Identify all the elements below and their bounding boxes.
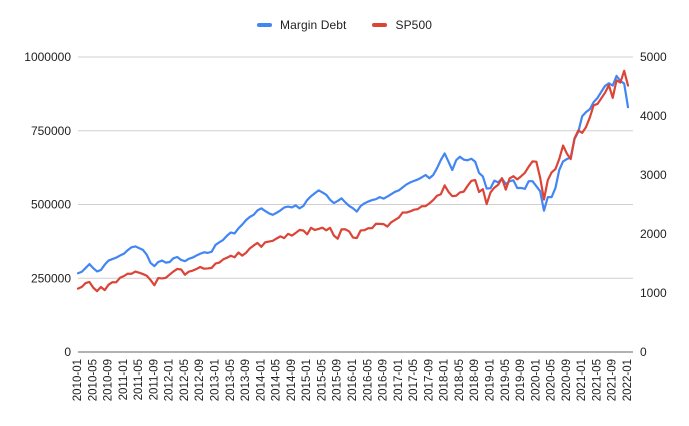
y-axis-label-right: 2000	[640, 227, 667, 241]
x-axis-label: 2010-01	[72, 359, 84, 401]
x-axis-label: 2012-01	[164, 359, 176, 401]
y-axis-label-right: 4000	[640, 109, 667, 123]
x-axis-label: 2016-01	[347, 359, 359, 401]
legend-item-margin-debt: Margin Debt	[257, 18, 346, 32]
legend-label-sp500: SP500	[395, 18, 432, 32]
x-axis-label: 2012-05	[179, 359, 191, 401]
y-axis-right-labels: 0 1000 2000 3000 4000 5000	[640, 50, 667, 359]
series-line-margin-debt	[76, 74, 630, 275]
x-axis-label: 2014-09	[286, 359, 298, 401]
x-axis-label: 2015-09	[332, 359, 344, 401]
legend-swatch-sp500	[372, 22, 388, 28]
x-axis-label: 2021-05	[591, 359, 603, 401]
x-axis-labels: 2010-01 2010-05 2010-09 2011-01 2011-05 2011-…	[72, 359, 634, 401]
y-axis-label-left: 500000	[31, 198, 71, 212]
x-axis-label: 2014-05	[271, 359, 283, 401]
chart-legend: Margin Debt SP500	[0, 16, 689, 34]
legend-swatch-margin-debt	[257, 22, 272, 28]
x-axis-label: 2017-09	[423, 359, 435, 401]
x-axis-label: 2020-05	[546, 359, 558, 401]
y-axis-label-right: 1000	[640, 286, 667, 300]
y-axis-left-labels: 0 250000 500000 750000 1000000	[24, 50, 71, 359]
y-axis-label-right: 0	[640, 345, 647, 359]
legend-item-sp500: SP500	[372, 18, 432, 32]
x-axis-label: 2010-05	[87, 359, 99, 401]
x-axis-label: 2013-01	[210, 359, 222, 401]
x-axis-label: 2017-05	[408, 359, 420, 401]
x-axis-label: 2012-09	[194, 359, 206, 401]
x-axis-label: 2018-09	[469, 359, 481, 401]
x-axis-label: 2014-01	[255, 359, 267, 401]
x-axis-label: 2011-09	[148, 359, 160, 400]
legend-label-margin-debt: Margin Debt	[280, 18, 347, 32]
x-axis-label: 2010-09	[103, 359, 115, 401]
series-lines	[76, 69, 630, 293]
x-axis-label: 2016-05	[362, 359, 374, 401]
y-axis-label-right: 3000	[640, 168, 667, 182]
x-axis-label: 2015-05	[316, 359, 328, 401]
x-axis-label: 2020-09	[561, 359, 573, 401]
x-axis-label: 2011-01	[118, 359, 130, 400]
x-axis-label: 2022-01	[622, 359, 634, 401]
x-axis-label: 2018-01	[439, 359, 451, 401]
y-axis-label-left: 250000	[31, 271, 71, 285]
x-axis-label: 2019-09	[515, 359, 527, 401]
x-axis-label: 2011-05	[133, 359, 145, 400]
x-axis-label: 2021-01	[576, 359, 588, 401]
x-axis-label: 2019-01	[485, 359, 497, 401]
x-axis-label: 2019-05	[500, 359, 512, 401]
x-axis-label: 2021-09	[607, 359, 619, 401]
y-axis-label-left: 1000000	[24, 50, 71, 64]
x-axis-label: 2013-09	[240, 359, 252, 401]
y-axis-label-left: 750000	[31, 124, 71, 138]
y-axis-label-left: 0	[64, 345, 71, 359]
series-line-sp500	[76, 69, 630, 293]
x-axis-label: 2013-05	[225, 359, 237, 401]
x-axis-label: 2016-09	[378, 359, 390, 401]
gridlines	[78, 56, 633, 353]
x-axis-label: 2017-01	[393, 359, 405, 401]
y-axis-label-right: 5000	[640, 50, 667, 64]
x-axis-label: 2015-01	[301, 359, 313, 401]
x-axis-label: 2018-05	[454, 359, 466, 401]
x-axis-label: 2020-01	[530, 359, 542, 401]
